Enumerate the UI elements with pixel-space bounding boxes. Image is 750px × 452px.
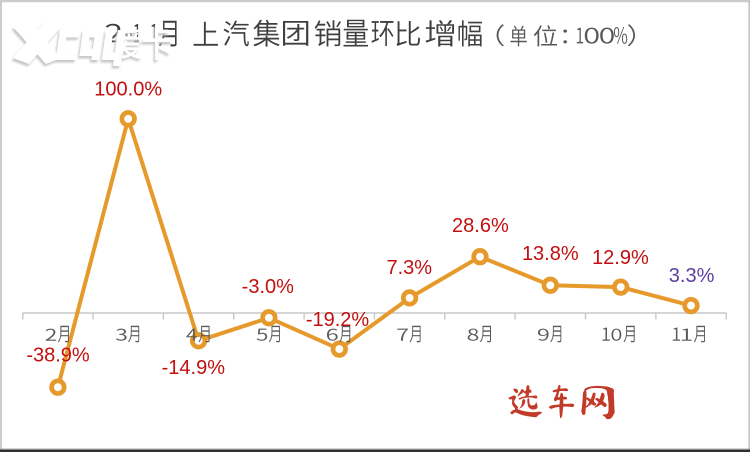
svg-text:-3.0%: -3.0%	[242, 276, 294, 298]
svg-text:-14.9%: -14.9%	[162, 357, 226, 379]
svg-text:13.8%: 13.8%	[522, 243, 579, 265]
svg-text:3.3%: 3.3%	[669, 265, 715, 287]
svg-text:28.6%: 28.6%	[452, 215, 509, 237]
svg-text:-19.2%: -19.2%	[306, 309, 370, 331]
svg-text:12.9%: 12.9%	[592, 247, 649, 269]
svg-text:-38.9%: -38.9%	[26, 345, 90, 367]
svg-text:100.0%: 100.0%	[94, 79, 162, 101]
svg-text:7.3%: 7.3%	[387, 257, 433, 279]
